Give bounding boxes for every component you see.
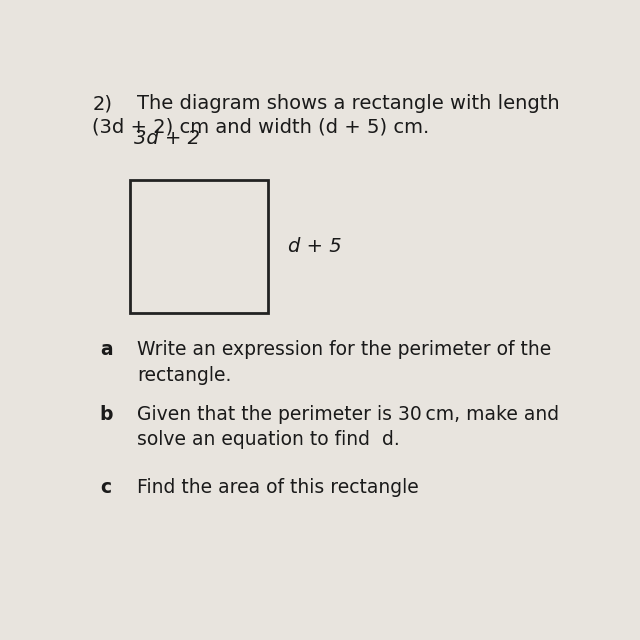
Text: Given that the perimeter is 30 cm, make and: Given that the perimeter is 30 cm, make … — [137, 404, 559, 424]
Bar — [129, 180, 269, 314]
Text: d + 5: d + 5 — [288, 237, 342, 256]
Text: Write an expression for the perimeter of the: Write an expression for the perimeter of… — [137, 340, 551, 360]
Text: Find the area of this rectangle: Find the area of this rectangle — [137, 479, 419, 497]
Text: The diagram shows a rectangle with length: The diagram shows a rectangle with lengt… — [137, 94, 559, 113]
Text: 3d + 2: 3d + 2 — [134, 129, 200, 148]
Text: (3d + 2) cm and width (d + 5) cm.: (3d + 2) cm and width (d + 5) cm. — [92, 117, 429, 136]
Text: rectangle.: rectangle. — [137, 366, 232, 385]
Text: c: c — [100, 479, 111, 497]
Text: solve an equation to find  d.: solve an equation to find d. — [137, 430, 400, 449]
Text: a: a — [100, 340, 113, 360]
Text: b: b — [100, 404, 113, 424]
Text: 2): 2) — [92, 94, 113, 113]
